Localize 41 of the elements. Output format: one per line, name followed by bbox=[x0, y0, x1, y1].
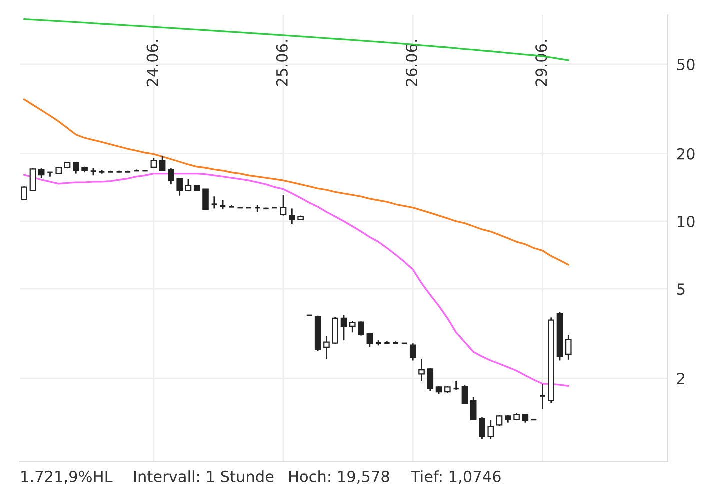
candlestick bbox=[324, 336, 330, 360]
candlestick bbox=[202, 188, 209, 210]
candlestick bbox=[418, 358, 425, 382]
text: Tief: 1,0746 bbox=[410, 470, 501, 484]
candlestick bbox=[168, 168, 174, 186]
y-tick-label: 20 bbox=[677, 148, 695, 160]
text: 1.721,9%HL bbox=[22, 470, 113, 484]
y-tick-label: 2 bbox=[677, 372, 685, 384]
x-tick-label: 26.06. bbox=[406, 40, 418, 86]
x-tick-label: 24.06. bbox=[146, 40, 158, 86]
candlestick bbox=[479, 416, 486, 440]
y-tick-label: 10 bbox=[678, 216, 695, 228]
candlestick bbox=[280, 194, 287, 216]
candlestick bbox=[470, 396, 477, 420]
text: Intervall: 1 Stunde bbox=[134, 470, 274, 482]
text: Hoch: 19,578 bbox=[290, 470, 390, 484]
candlestick bbox=[539, 384, 546, 410]
candlestick bbox=[176, 177, 183, 197]
candlestick bbox=[410, 342, 416, 362]
candlestick bbox=[427, 368, 434, 392]
candlestick bbox=[349, 320, 356, 334]
candlestick bbox=[565, 334, 572, 361]
candlestick bbox=[210, 196, 218, 210]
x-tick-label: 29.06. bbox=[536, 40, 548, 86]
candlestick bbox=[30, 168, 36, 192]
candlestick bbox=[73, 161, 80, 175]
candlestick bbox=[289, 208, 296, 226]
candlestick bbox=[185, 178, 192, 192]
line-series bbox=[23, 98, 570, 266]
candlestick bbox=[159, 155, 166, 172]
x-tick-label: 25.06. bbox=[276, 40, 288, 86]
candlestick bbox=[366, 332, 374, 348]
y-tick-label: 5 bbox=[678, 284, 685, 296]
y-tick-label: 50 bbox=[678, 58, 695, 70]
candlestick bbox=[488, 420, 494, 440]
candlestick bbox=[358, 321, 364, 336]
candlestick bbox=[38, 168, 45, 179]
candlestick bbox=[462, 384, 468, 404]
candlestick bbox=[452, 380, 460, 391]
candlestick bbox=[21, 186, 28, 202]
candlestick bbox=[340, 314, 348, 342]
